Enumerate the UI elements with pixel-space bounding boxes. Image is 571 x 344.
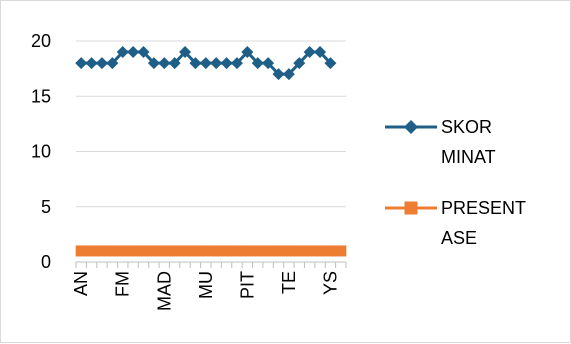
series-point-1 [200,245,212,257]
legend-marker-1 [404,201,418,215]
series-point-1 [231,245,243,257]
series-point-0 [137,46,150,59]
series-point-1 [262,245,274,257]
legend-label-1: PRESENT [441,198,526,218]
series-point-0 [262,57,275,70]
y-tick-label-15: 15 [31,86,51,106]
series-point-1 [241,245,253,257]
series-point-1 [138,245,149,257]
series-point-1 [335,245,347,257]
series-point-0 [303,46,316,59]
series-point-1 [283,245,295,257]
x-tick-label-mad: MAD [154,271,174,311]
series-point-0 [179,46,192,59]
series-point-1 [210,245,222,257]
x-tick-label-ys: YS [320,271,340,295]
x-tick-label-an: AN [71,271,91,296]
series-point-0 [168,57,181,70]
series-point-1 [117,245,129,257]
x-tick-label-te: TE [279,271,299,294]
series-point-0 [272,68,285,81]
series-point-0 [220,57,233,70]
series-point-0 [230,57,243,70]
legend-marker-0 [404,120,418,134]
series-point-1 [179,245,191,257]
series-point-1 [127,245,139,257]
series-point-0 [199,57,212,70]
series-point-1 [148,245,160,257]
series-point-1 [273,245,284,257]
legend-label-1: ASE [441,228,477,248]
x-tick-label-mu: MU [196,271,216,299]
series-point-1 [304,245,316,257]
series-point-1 [169,245,181,257]
series-point-0 [95,57,108,70]
legend-label-0: MINAT [441,147,496,167]
series-point-1 [86,245,98,257]
series-point-1 [293,245,305,257]
series-point-1 [75,245,87,257]
legend-label-0: SKOR [441,117,492,137]
y-tick-label-20: 20 [31,31,51,51]
series-point-1 [106,245,118,257]
series-point-0 [127,46,140,59]
series-point-0 [324,57,337,70]
series-point-0 [251,57,264,70]
series-point-0 [158,57,171,70]
series-point-0 [106,57,119,70]
series-point-0 [210,57,223,70]
x-tick-label-fm: FM [113,271,133,297]
series-point-1 [96,245,108,257]
series-point-1 [158,245,170,257]
series-point-0 [282,68,295,81]
series-point-1 [221,245,233,257]
series-point-0 [85,57,98,70]
series-point-1 [324,245,336,257]
series-point-0 [116,46,129,59]
y-tick-label-0: 0 [41,252,51,272]
series-point-0 [293,57,306,70]
series-point-1 [252,245,264,257]
series-point-0 [314,46,327,59]
series-point-0 [241,46,254,59]
series-point-0 [189,57,202,70]
x-tick-label-pit: PIT [237,271,257,299]
y-tick-label-10: 10 [31,142,51,162]
series-point-0 [75,57,88,70]
y-tick-label-5: 5 [41,197,51,217]
series-point-1 [189,245,201,257]
series-point-0 [147,57,160,70]
series-point-1 [314,245,326,257]
